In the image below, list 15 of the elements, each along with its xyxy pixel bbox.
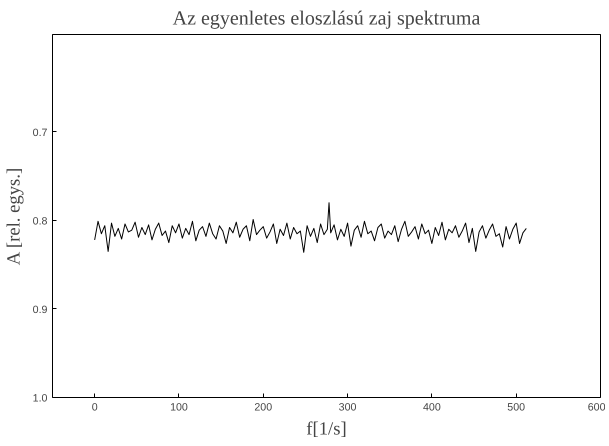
chart-title: Az egyenletes eloszlású zaj spektruma — [172, 8, 480, 30]
x-tick-label: 200 — [254, 402, 272, 414]
x-tick-label: 300 — [338, 402, 357, 414]
y-tick-label: 0.8 — [32, 215, 48, 228]
x-tick-label: 100 — [170, 402, 188, 414]
y-axis-title: A [rel. egys.] — [4, 168, 25, 266]
y-tick-label: 0.7 — [32, 126, 48, 139]
line-series — [94, 202, 527, 253]
y-tick-label: 1.0 — [32, 392, 48, 404]
x-tick-label: 500 — [507, 402, 526, 414]
x-tick-label: 0 — [92, 402, 98, 414]
x-tick-label: 400 — [422, 402, 441, 414]
x-tick-label: 600 — [588, 402, 606, 414]
x-axis-title: f[1/s] — [306, 418, 347, 440]
y-tick-label: 0.9 — [32, 304, 48, 316]
